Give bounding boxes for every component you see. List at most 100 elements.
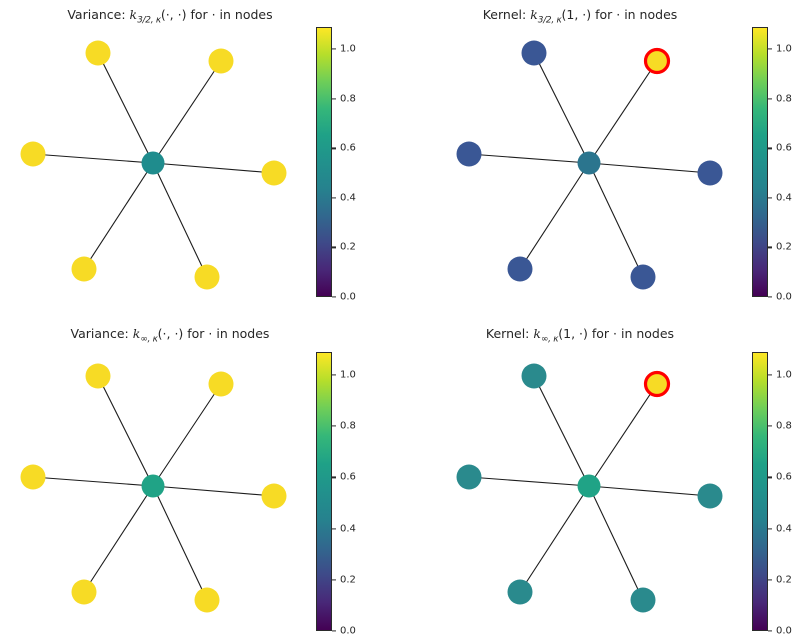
graph-node	[20, 141, 46, 167]
graph-node	[630, 587, 656, 613]
colorbar-tick-label: 0.4	[340, 523, 356, 535]
subplot-kernel-k32: Kernel: k3/2, κ(1, ·) for · in nodes 1.0…	[400, 0, 800, 319]
colorbar: 1.0 0.8 0.6 0.4 0.2 0.0	[752, 352, 800, 637]
graph-node	[521, 40, 547, 66]
title-prefix: Kernel:	[482, 7, 531, 22]
colorbar-tick-label: 0.6	[776, 471, 792, 483]
colorbar-tick-mark	[768, 579, 772, 581]
colorbar-tick-mark	[768, 296, 772, 298]
title-var: k	[533, 326, 541, 341]
graph-edge	[97, 52, 154, 164]
colorbar-tick-label: 0.2	[776, 241, 792, 253]
graph-node	[507, 256, 533, 282]
graph-edge	[519, 162, 590, 270]
graph-node	[194, 587, 220, 613]
colorbar-tick-label: 0.2	[340, 574, 356, 586]
colorbar-gradient	[316, 352, 332, 631]
colorbar-tick-mark	[768, 528, 772, 530]
graph-node	[208, 48, 234, 74]
colorbar-tick-mark	[332, 425, 336, 427]
colorbar-tick-mark	[768, 246, 772, 249]
title-subscript: 3/2, κ	[537, 15, 562, 26]
colorbar-tick-mark	[768, 476, 772, 479]
colorbar-tick-label: 0.8	[340, 93, 356, 105]
colorbar-tick-label: 0.0	[340, 291, 356, 303]
graph-node	[521, 363, 547, 389]
colorbar-tick-label: 0.0	[776, 291, 792, 303]
title-subscript: 3/2, κ	[137, 15, 161, 26]
subplot-variance-kinf: Variance: k∞, κ(·, ·) for · in nodes 1.0…	[0, 319, 400, 638]
subplot-title: Kernel: k∞, κ(1, ·) for · in nodes	[410, 326, 750, 345]
colorbar: 1.0 0.8 0.6 0.4 0.2 0.0	[316, 352, 376, 637]
star-graph	[456, 40, 723, 290]
graph-edge	[152, 485, 208, 601]
graph-edge	[468, 153, 590, 164]
graph-edge	[152, 485, 275, 497]
graph-edge	[468, 476, 590, 487]
colorbar-tick-label: 0.4	[340, 192, 356, 204]
colorbar-tick-mark	[332, 296, 336, 298]
colorbar-gradient	[752, 27, 768, 297]
title-rest: (1, ·) for · in nodes	[558, 326, 675, 341]
graph-edge	[519, 485, 590, 593]
colorbar-tick-mark	[332, 147, 336, 149]
star-graph	[20, 363, 287, 613]
graph-node	[71, 579, 97, 605]
graph-edge	[588, 60, 658, 164]
colorbar-tick-mark	[332, 579, 336, 581]
colorbar-tick-label: 1.0	[340, 369, 356, 381]
colorbar-tick-label: 0.4	[776, 523, 792, 535]
title-rest: (1, ·) for · in nodes	[561, 7, 678, 22]
star-graph	[456, 363, 723, 613]
graph-node	[507, 579, 533, 605]
title-var: k	[132, 326, 141, 341]
graph-node-highlighted	[643, 47, 671, 75]
colorbar-tick-label: 0.8	[776, 420, 792, 432]
colorbar-tick-mark	[332, 528, 336, 530]
graph-node	[85, 40, 111, 66]
graph-node	[261, 483, 287, 509]
colorbar-tick-mark	[332, 630, 336, 632]
graph-edge	[588, 162, 711, 174]
title-prefix: Variance:	[67, 7, 130, 22]
graph-node	[697, 160, 723, 186]
title-var: k	[530, 7, 538, 22]
graph-node	[71, 256, 97, 282]
graph-center-node	[141, 151, 165, 175]
colorbar-tick-mark	[332, 374, 336, 376]
colorbar-tick-label: 1.0	[340, 43, 356, 55]
graph-edge	[83, 162, 154, 270]
colorbar-tick-label: 0.6	[340, 142, 356, 154]
colorbar: 1.0 0.8 0.6 0.4 0.2 0.0	[752, 27, 800, 303]
colorbar-gradient	[752, 352, 768, 631]
title-var: k	[129, 7, 138, 22]
colorbar-tick-label: 0.0	[340, 625, 356, 637]
subplot-kernel-kinf: Kernel: k∞, κ(1, ·) for · in nodes 1.0 0.…	[400, 319, 800, 638]
graph-edge	[97, 375, 154, 487]
colorbar-tick-label: 0.8	[340, 420, 356, 432]
colorbar-tick-mark	[332, 98, 336, 100]
colorbar-tick-label: 0.6	[776, 142, 792, 154]
title-rest: (·, ·) for · in nodes	[157, 326, 270, 341]
graph-edge	[533, 52, 590, 164]
graph-node	[194, 264, 220, 290]
graph-node	[697, 483, 723, 509]
title-prefix: Variance:	[70, 326, 133, 341]
colorbar-tick-label: 0.4	[776, 192, 792, 204]
subplot-title: Variance: k3/2, κ(·, ·) for · in nodes	[0, 7, 340, 26]
colorbar-tick-mark	[768, 197, 772, 199]
colorbar-tick-label: 0.2	[776, 574, 792, 586]
colorbar-tick-mark	[768, 374, 772, 376]
star-graph	[20, 40, 287, 290]
graph-edge	[152, 162, 275, 174]
subplot-title: Variance: k∞, κ(·, ·) for · in nodes	[0, 326, 340, 345]
graph-node	[208, 371, 234, 397]
colorbar-tick-mark	[768, 48, 772, 50]
graph-node	[456, 141, 482, 167]
colorbar-tick-mark	[768, 425, 772, 427]
title-subscript: ∞, κ	[540, 334, 559, 345]
colorbar-tick-label: 0.0	[776, 625, 792, 637]
colorbar-tick-mark	[768, 98, 772, 100]
graph-edge	[588, 383, 658, 487]
